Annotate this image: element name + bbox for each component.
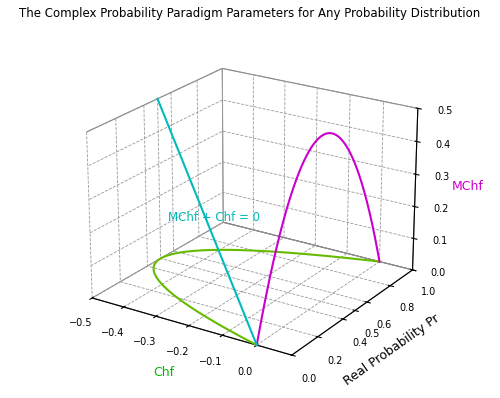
Title: The Complex Probability Paradigm Parameters for Any Probability Distribution: The Complex Probability Paradigm Paramet…	[20, 7, 480, 20]
Y-axis label: Real Probability Pr: Real Probability Pr	[342, 312, 442, 388]
X-axis label: Chf: Chf	[153, 366, 174, 378]
